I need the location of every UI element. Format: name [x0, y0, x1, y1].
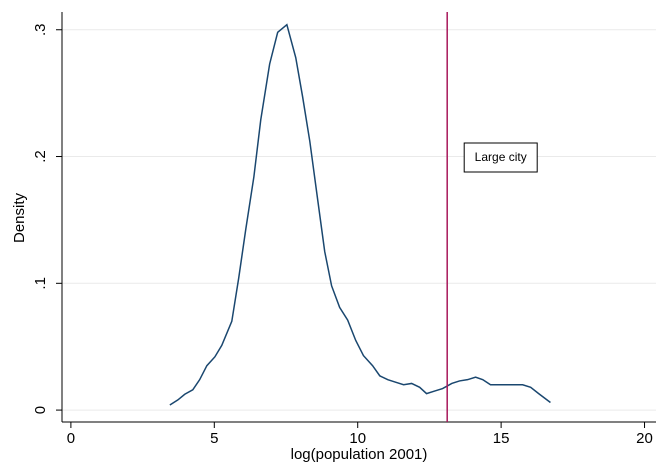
x-axis-title: log(population 2001): [291, 446, 428, 463]
y-tick-label: .1: [32, 277, 49, 290]
y-axis-title: Density: [11, 192, 28, 243]
annotation-box: [463, 142, 538, 173]
x-tick-label: 10: [349, 430, 366, 447]
annotation-label: Large city: [475, 150, 527, 164]
density-line: [169, 23, 551, 406]
x-tick-label: 20: [636, 430, 653, 447]
y-tick-label: 0: [32, 406, 49, 414]
x-tick-label: 0: [67, 430, 75, 447]
x-tick-label: 15: [493, 430, 510, 447]
x-tick-label: 5: [210, 430, 218, 447]
y-tick-label: .3: [32, 23, 49, 36]
y-tick-label: .2: [32, 150, 49, 163]
